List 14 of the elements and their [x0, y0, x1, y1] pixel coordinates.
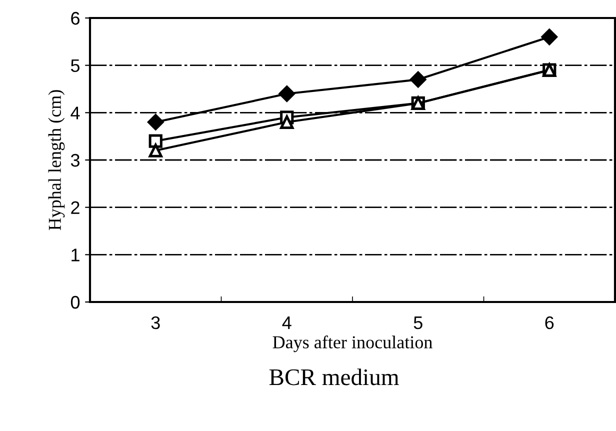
y-tick-label: 2 [71, 201, 80, 214]
x-tick-label: 3 [151, 316, 160, 330]
x-tick-label: 5 [414, 316, 422, 330]
x-axis-title: Days after inoculation [272, 336, 432, 352]
y-tick-label: 1 [72, 248, 80, 262]
text: BCR medium [269, 368, 399, 386]
y-tick-label: 0 [70, 296, 80, 309]
y-tick-label: 4 [70, 106, 80, 120]
x-tick-label: 4 [282, 316, 292, 329]
y-tick-label: 3 [70, 154, 80, 167]
y-tick-label: 6 [71, 12, 80, 25]
y-axis-title: Hyphal length (cm) [48, 90, 65, 230]
y-tick-label: 5 [70, 59, 80, 72]
x-tick-label: 6 [545, 316, 554, 330]
